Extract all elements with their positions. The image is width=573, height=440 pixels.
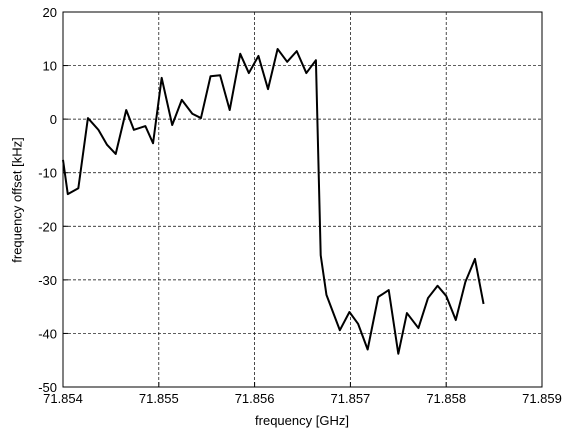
x-tick-label: 71.854 [43,391,83,406]
y-tick-label: -50 [38,380,57,395]
y-tick-label: 20 [43,5,57,20]
x-tick-label: 71.859 [522,391,562,406]
y-tick-label: -30 [38,273,57,288]
plot-frame [62,11,543,388]
y-tick-label: 0 [50,112,57,127]
x-tick-label: 71.856 [235,391,275,406]
y-tick-label: -40 [38,326,57,341]
y-tick-label: 10 [43,59,57,74]
x-axis-label: frequency [GHz] [255,413,349,428]
y-axis-label: frequency offset [kHz] [9,137,24,263]
y-tick-label: -10 [38,166,57,181]
x-tick-label: 71.855 [139,391,179,406]
y-tick-label: -20 [38,219,57,234]
data-line [62,47,485,355]
x-tick-label: 71.857 [331,391,371,406]
x-tick-label: 71.858 [426,391,466,406]
